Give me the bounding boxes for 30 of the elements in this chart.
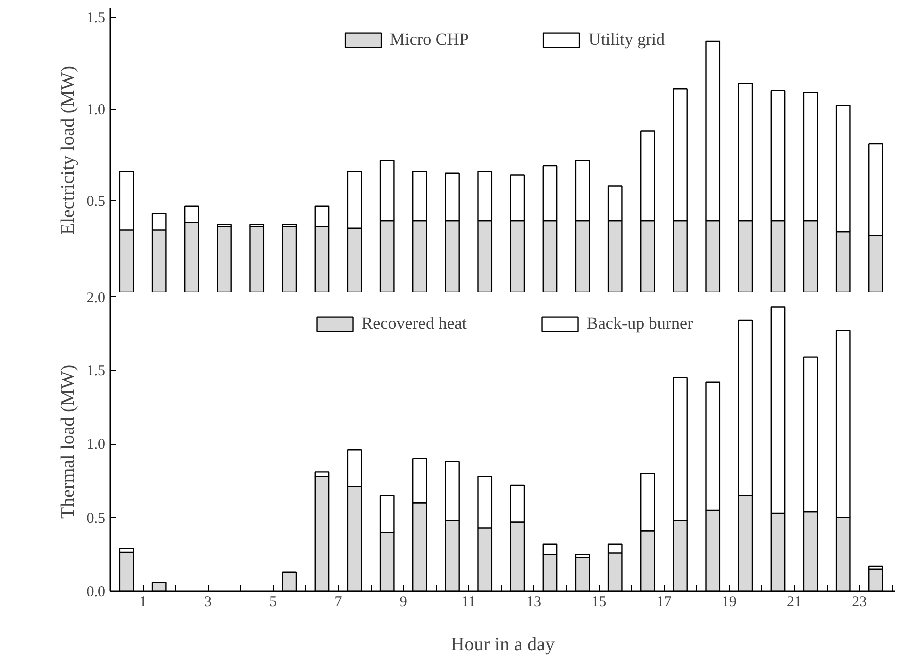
x-tick-label: 1 <box>139 594 147 610</box>
y-axis-title: Electricity load (MW) <box>58 66 79 235</box>
y-tick-label: 2.0 <box>86 290 106 306</box>
y-axis-title: Thermal load (MW) <box>58 364 79 520</box>
y-tick-label: 0.5 <box>86 510 106 527</box>
x-tick-label: 21 <box>787 594 802 610</box>
y-tick-label: 0.0 <box>86 584 106 600</box>
y-tick-label: 1.5 <box>86 10 106 27</box>
x-tick-label: 3 <box>204 594 212 610</box>
y-tick-label: 1.0 <box>86 102 106 118</box>
x-tick-label: 23 <box>852 594 868 610</box>
legend-label: Micro CHP <box>390 30 469 50</box>
y-tick-label: 0.5 <box>86 194 106 210</box>
legend-label: Back-up burner <box>587 314 694 334</box>
bar <box>217 226 232 292</box>
x-tick-label: 13 <box>526 594 542 610</box>
bar <box>282 226 298 292</box>
legend-label: Recovered heat <box>362 314 468 334</box>
x-tick-label: 15 <box>592 594 607 610</box>
x-tick-label: 17 <box>656 594 672 610</box>
x-axis-title: Hour in a day <box>451 634 556 656</box>
y-tick-label: 1.0 <box>86 437 106 454</box>
x-tick-label: 19 <box>722 594 737 610</box>
y-tick-label: 1.5 <box>86 364 106 380</box>
legend-label: Utility grid <box>588 30 665 50</box>
bar <box>250 226 265 292</box>
x-tick-label: 11 <box>462 594 476 610</box>
x-tick-label: 7 <box>334 594 343 610</box>
x-tick-label: 9 <box>400 594 408 610</box>
x-tick-label: 5 <box>270 594 278 610</box>
